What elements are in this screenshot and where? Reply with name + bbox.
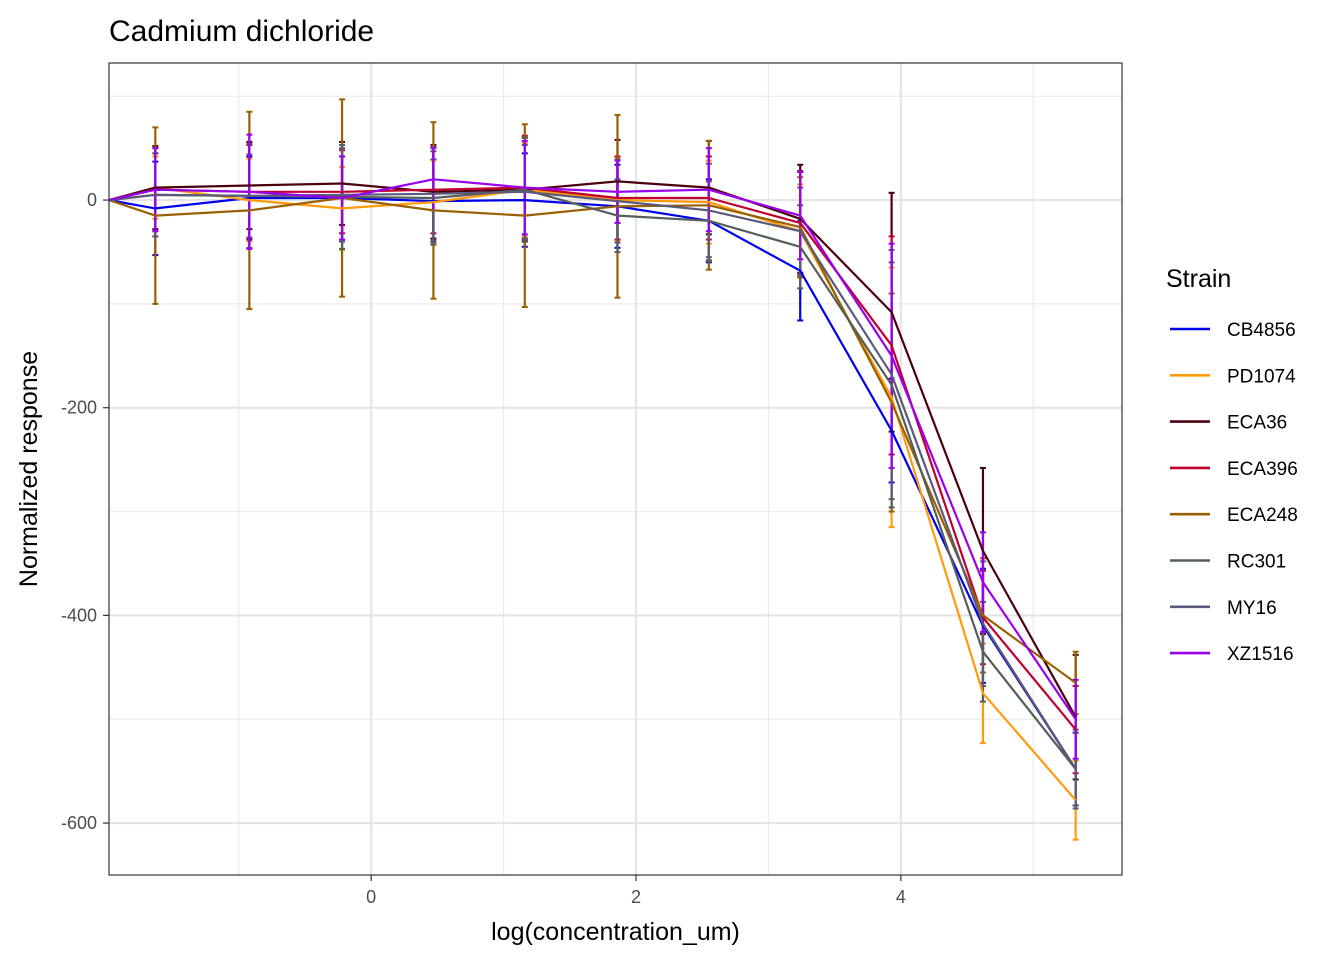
legend-label: MY16: [1227, 598, 1277, 619]
legend-label: PD1074: [1227, 366, 1296, 387]
legend-item-PD1074: PD1074: [1170, 366, 1296, 387]
legend-title: Strain: [1166, 265, 1231, 293]
series-line-XZ1516: [108, 178, 1077, 720]
legend-item-XZ1516: XZ1516: [1170, 644, 1294, 665]
legend-item-MY16: MY16: [1170, 598, 1277, 619]
legend-item-ECA36: ECA36: [1170, 413, 1287, 434]
series-line-ECA396: [108, 186, 1077, 731]
grid: [109, 63, 1122, 875]
series-XZ1516: [152, 133, 1079, 760]
y-tick-label: -400: [61, 605, 97, 625]
axes: 0 2 4 0 -200 -400 -600: [61, 190, 906, 907]
series-line-MY16: [108, 190, 1077, 770]
series-line-ECA36: [108, 180, 1077, 718]
plot-panel-border: [108, 62, 1123, 876]
legend-label: ECA36: [1227, 413, 1287, 434]
legend-item-ECA396: ECA396: [1170, 459, 1298, 480]
chart-title: Cadmium dichloride: [109, 15, 374, 48]
legend-item-ECA248: ECA248: [1170, 505, 1298, 526]
legend-item-CB4856: CB4856: [1170, 320, 1296, 341]
y-tick-label: -600: [61, 813, 97, 833]
x-tick-label: 4: [896, 887, 906, 907]
series-ECA396: [152, 134, 1079, 775]
legend-label: RC301: [1227, 552, 1286, 573]
legend-label: CB4856: [1227, 320, 1296, 341]
legend-label: ECA396: [1227, 459, 1298, 480]
legend: Strain CB4856 PD1074 ECA36 ECA396 ECA248 RC30…: [1166, 265, 1298, 665]
legend-label: XZ1516: [1227, 644, 1294, 665]
series-RC301: [152, 136, 1079, 807]
y-tick-label: -200: [61, 398, 97, 418]
x-tick-label: 0: [366, 887, 376, 907]
x-tick-label: 2: [631, 887, 641, 907]
series-line-ECA248: [108, 196, 1077, 684]
series-layer: [108, 98, 1079, 841]
series-line-PD1074: [108, 186, 1077, 801]
series-ECA36: [152, 136, 1079, 781]
legend-label: ECA248: [1227, 505, 1298, 526]
x-axis-title: log(concentration_um): [491, 918, 740, 946]
legend-item-RC301: RC301: [1170, 552, 1286, 573]
y-tick-label: 0: [87, 190, 97, 210]
y-axis-title: Normalized response: [15, 351, 43, 587]
